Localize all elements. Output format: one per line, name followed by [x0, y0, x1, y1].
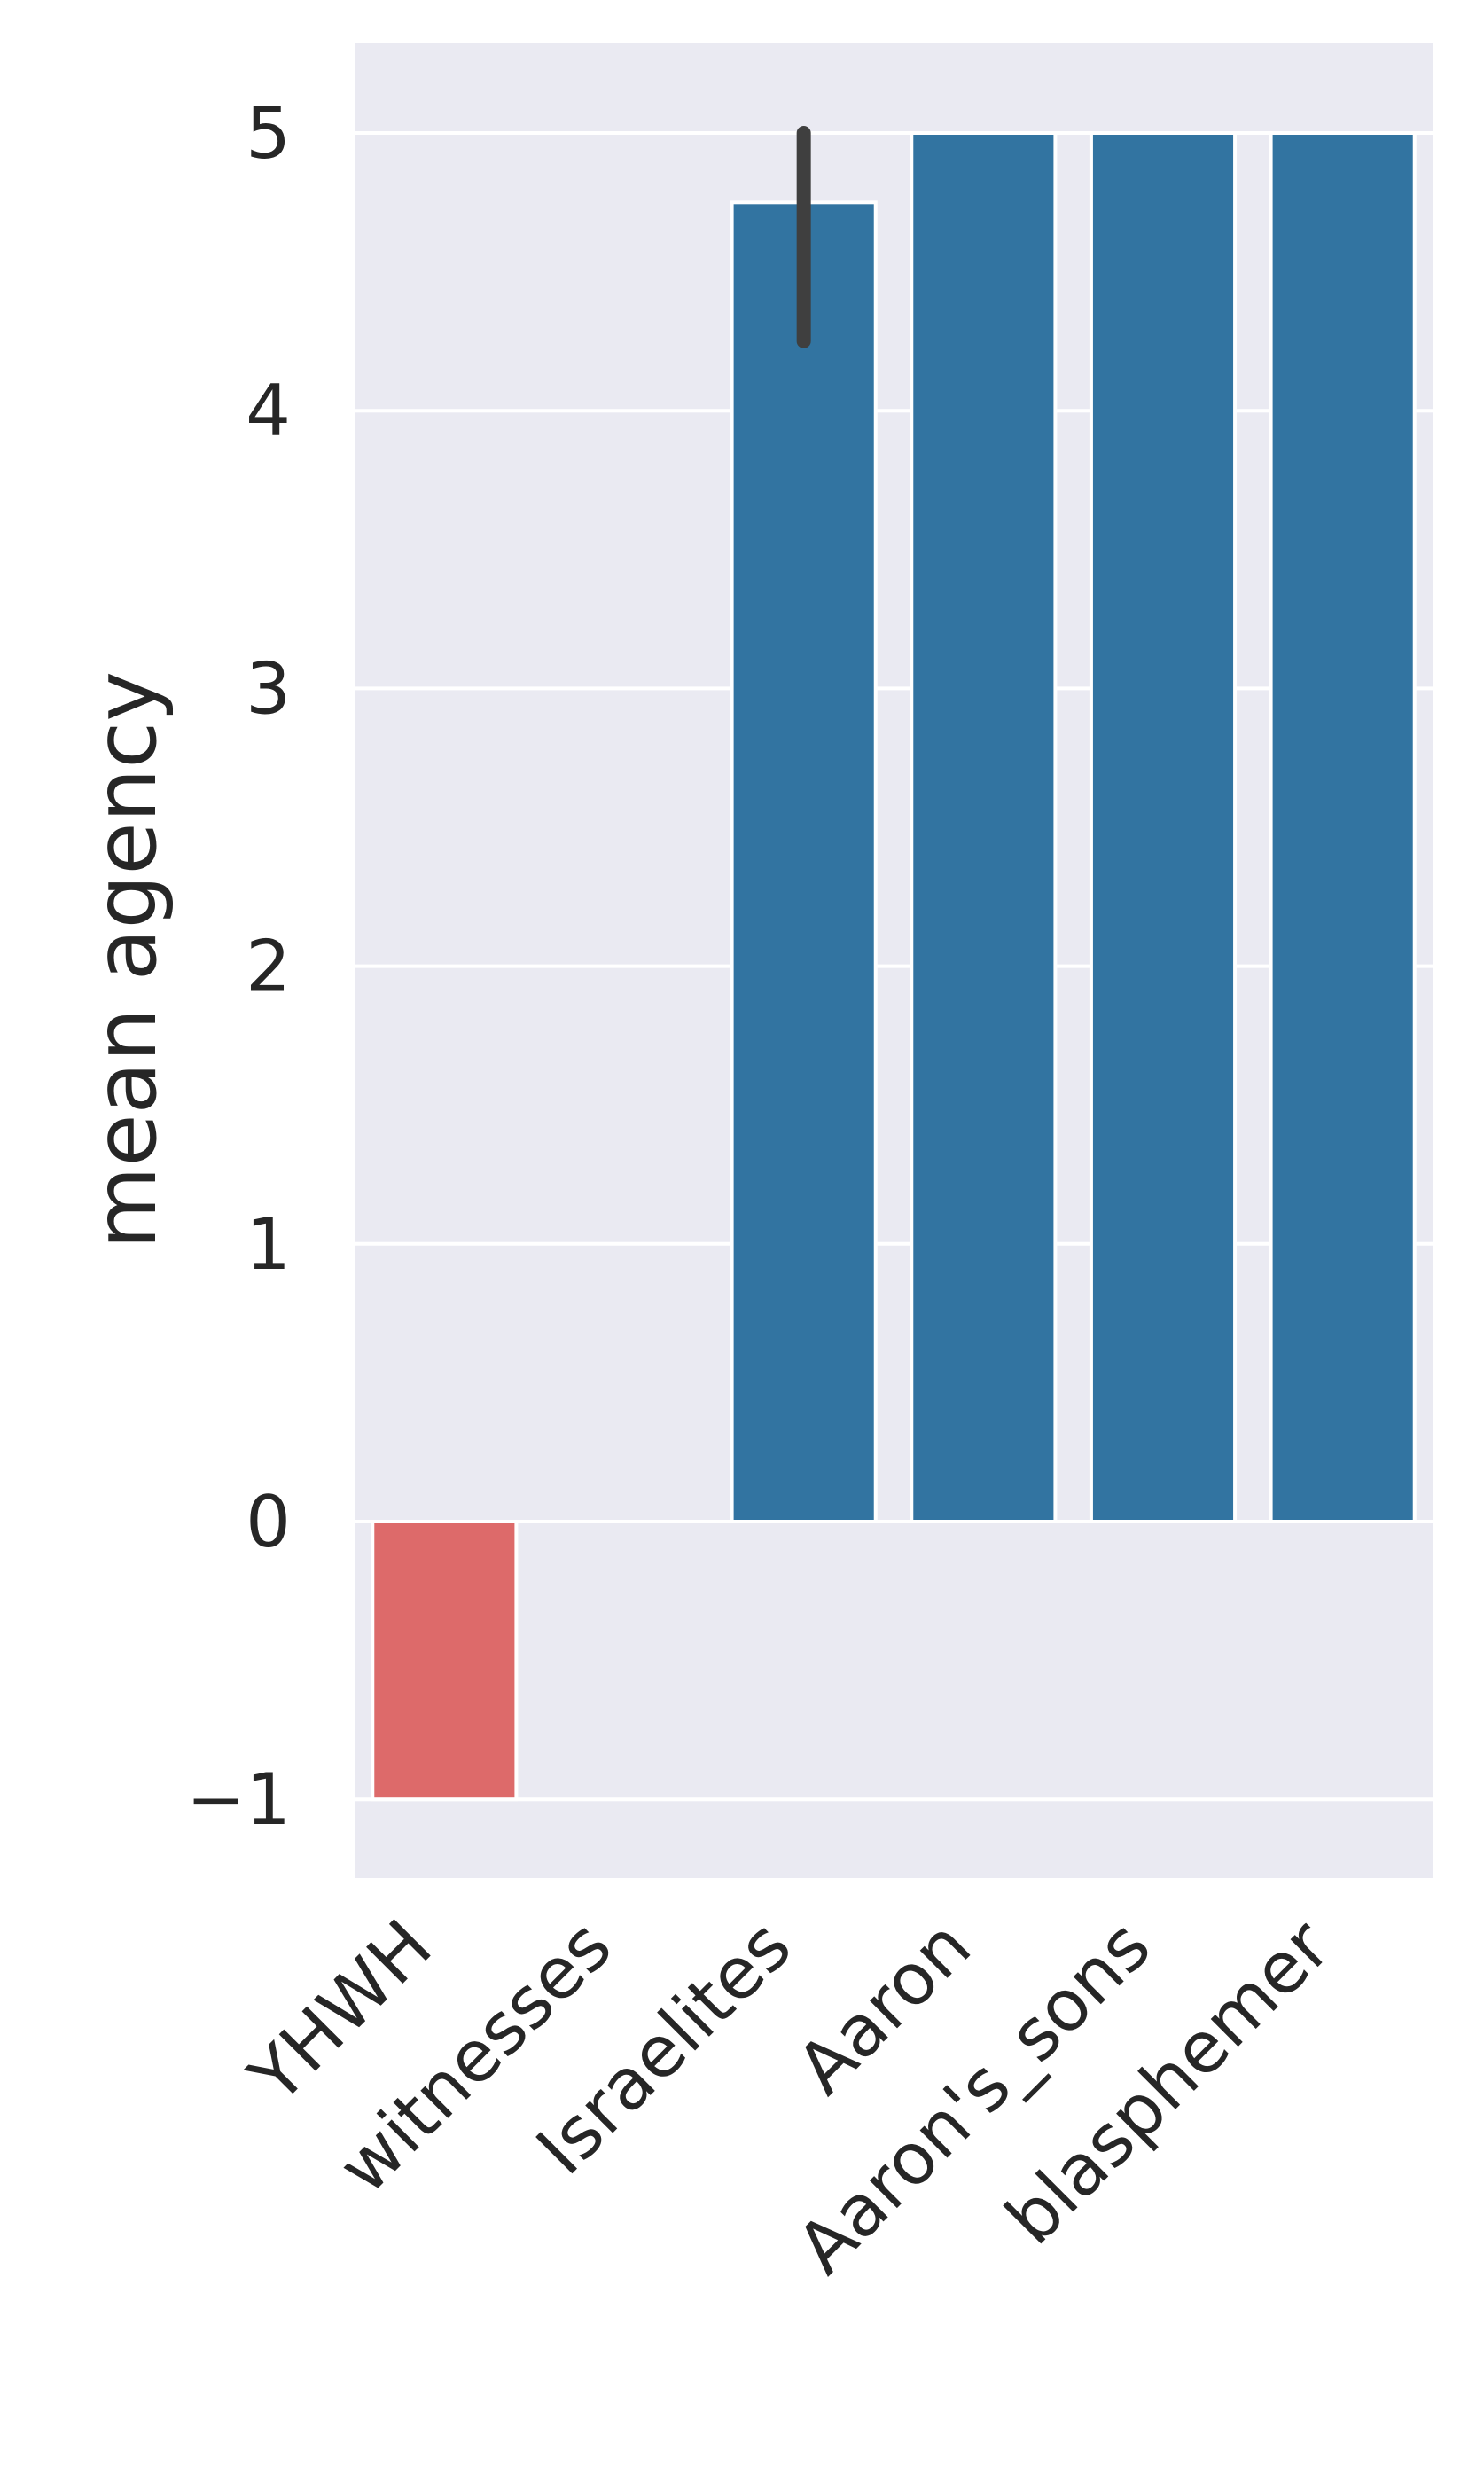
- x-tick-labels: YHWHwitnessesIsraelitesAaronAaron's_sons…: [233, 1905, 1346, 2289]
- y-tick-label: 4: [246, 370, 291, 452]
- bar-yhwh: [371, 1520, 519, 1802]
- y-tick-label: 5: [246, 92, 291, 175]
- plot-area-background: [355, 43, 1433, 1878]
- bar-aaron: [910, 131, 1058, 1523]
- bar-israelites: [730, 200, 878, 1523]
- gridlines: [355, 131, 1433, 1802]
- y-tick-label: −1: [186, 1758, 291, 1841]
- y-tick-label: 0: [246, 1481, 291, 1563]
- y-tick-label: 1: [246, 1203, 291, 1286]
- y-tick-label: 2: [246, 926, 291, 1008]
- bar-aaron-s-sons: [1089, 131, 1238, 1523]
- y-tick-label: 3: [246, 647, 291, 730]
- bar-blasphemer: [1269, 131, 1417, 1523]
- y-axis-label: mean agency: [76, 671, 176, 1249]
- y-tick-labels: −1 0 1 2 3 4 5: [186, 92, 291, 1841]
- bars: [371, 131, 1417, 1802]
